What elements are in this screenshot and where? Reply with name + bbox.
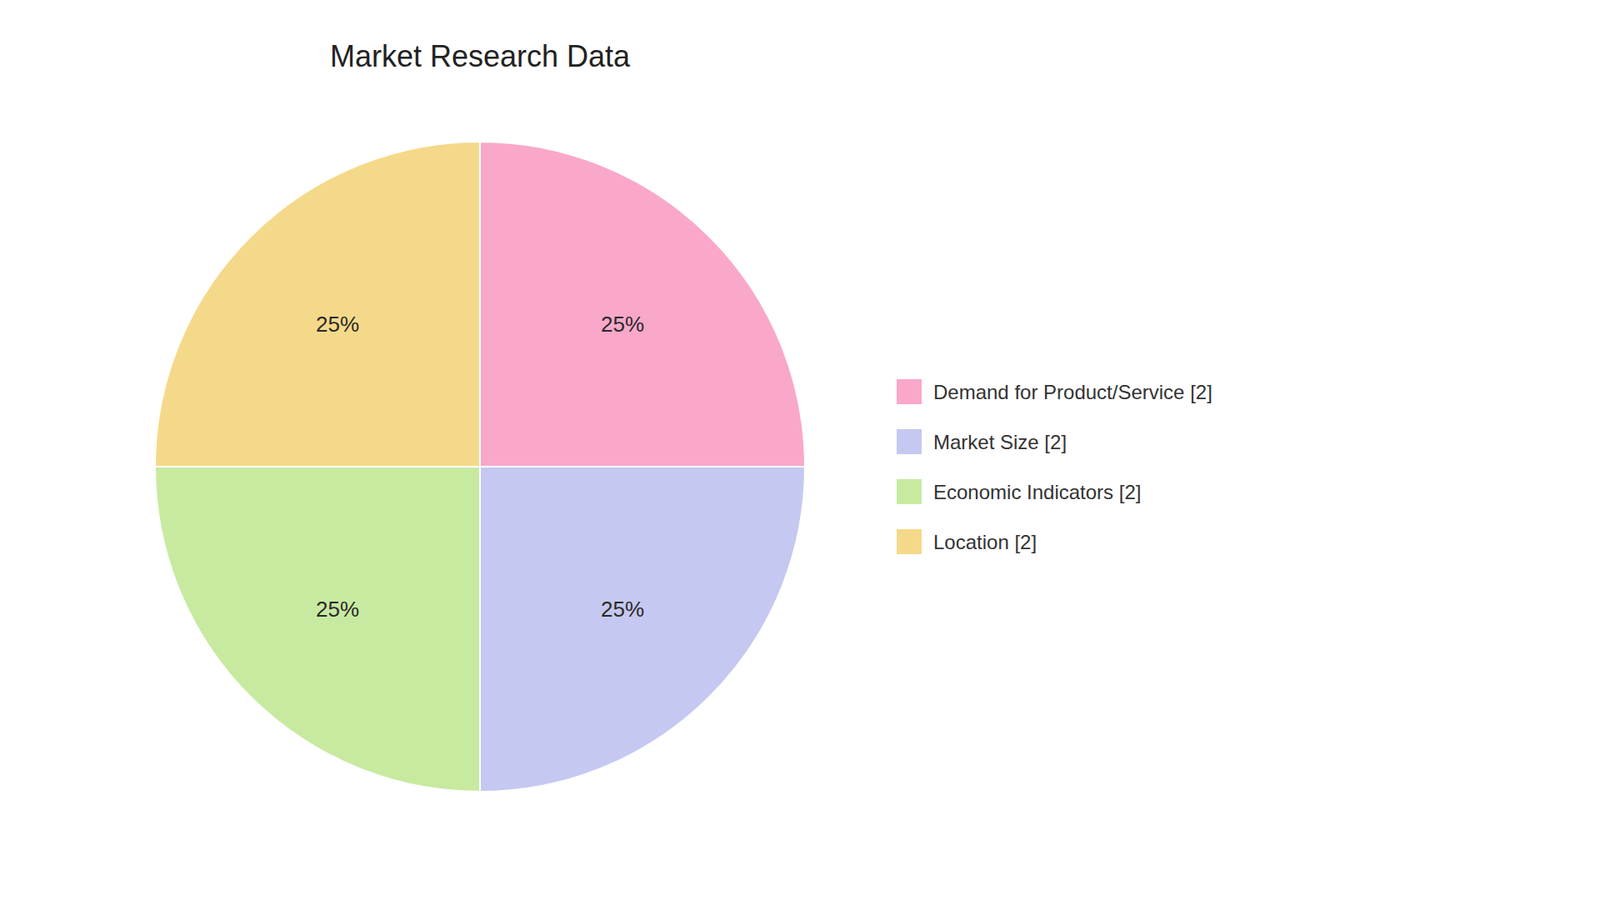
slice — [480, 466, 805, 792]
data-label: 25% — [600, 311, 645, 337]
slice — [480, 141, 805, 467]
data-label: 25% — [600, 596, 645, 622]
slice — [155, 141, 480, 467]
legend-label: Demand for Product/Service [2] — [933, 380, 1213, 404]
legend: Demand for Product/Service [2] Market Siz… — [896, 379, 1213, 555]
legend-label: Market Size [2] — [933, 430, 1067, 454]
data-label: 25% — [315, 596, 360, 622]
legend-label: Economic Indicators [2] — [933, 480, 1141, 504]
legend-label: Location [2] — [933, 530, 1037, 554]
legend-swatch — [896, 479, 922, 505]
title: Market Research Data — [330, 39, 631, 74]
legend-swatch — [896, 529, 922, 555]
legend-swatch — [896, 429, 922, 455]
data-label: 25% — [315, 311, 360, 337]
legend-item: Location [2] — [896, 529, 1037, 555]
legend-item: Demand for Product/Service [2] — [896, 379, 1213, 405]
legend-item: Market Size [2] — [896, 429, 1067, 455]
slice — [155, 466, 480, 792]
chart: Market Research Data 25% 25% 25% 25% Demand f… — [0, 0, 1600, 900]
legend-item: Economic Indicators [2] — [896, 479, 1141, 505]
pie — [155, 141, 805, 792]
data-labels: 25% 25% 25% 25% — [315, 311, 645, 622]
legend-swatch — [896, 379, 922, 405]
